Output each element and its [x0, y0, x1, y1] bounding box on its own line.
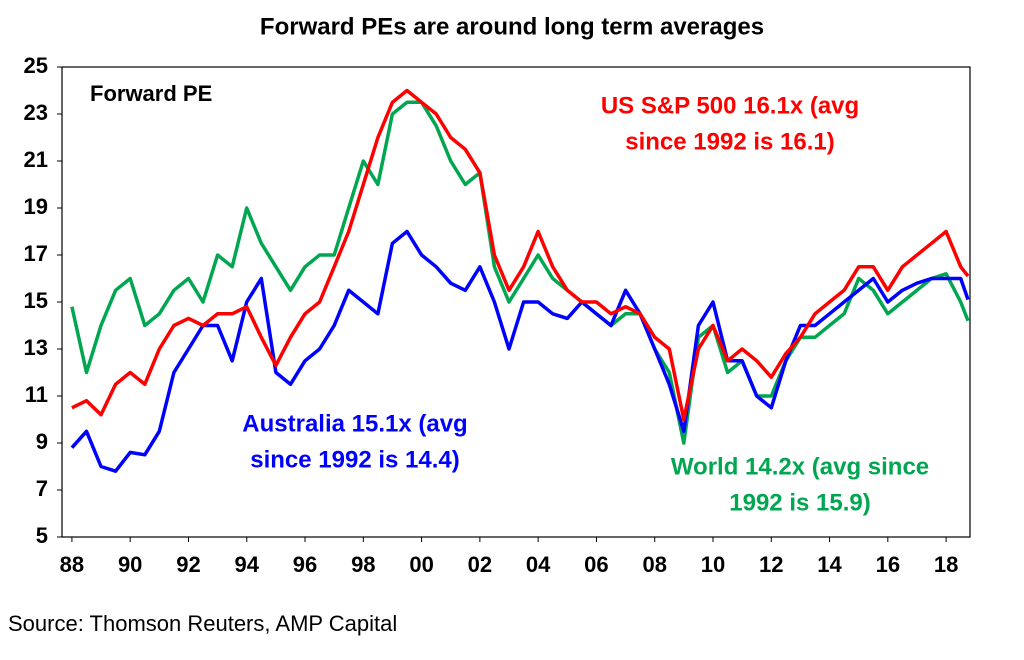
x-tick-label: 16: [876, 552, 900, 577]
y-tick-label: 7: [36, 476, 48, 501]
series-annotation: since 1992 is 14.4): [250, 446, 459, 473]
series-annotation: World 14.2x (avg since: [671, 453, 929, 480]
y-tick-label: 5: [36, 523, 48, 548]
series-line: [71, 88, 970, 422]
x-tick-label: 12: [759, 552, 783, 577]
y-tick-label: 19: [24, 194, 48, 219]
x-tick-label: 06: [584, 552, 608, 577]
x-tick-label: 92: [176, 552, 200, 577]
series-line: [70, 229, 970, 473]
x-tick-label: 10: [701, 552, 725, 577]
x-tick-label: 14: [817, 552, 842, 577]
series-annotation: 1992 is 15.9): [729, 489, 870, 516]
x-tick-label: 90: [118, 552, 142, 577]
y-tick-label: 21: [24, 147, 48, 172]
x-tick-label: 96: [293, 552, 317, 577]
series-annotation: since 1992 is 16.1): [625, 128, 834, 155]
x-tick-label: 04: [526, 552, 551, 577]
x-tick-label: 00: [409, 552, 433, 577]
x-tick-label: 08: [642, 552, 666, 577]
y-tick-label: 15: [24, 288, 48, 313]
x-tick-label: 88: [60, 552, 84, 577]
source-note: Source: Thomson Reuters, AMP Capital: [8, 611, 397, 636]
panel-label: Forward PE: [90, 81, 212, 106]
y-tick-label: 9: [36, 429, 48, 454]
y-tick-label: 13: [24, 335, 48, 360]
y-tick-label: 23: [24, 100, 48, 125]
x-tick-label: 94: [235, 552, 260, 577]
series-line: [70, 100, 970, 445]
x-tick-label: 18: [934, 552, 958, 577]
x-tick-label: 98: [351, 552, 375, 577]
y-tick-label: 25: [24, 53, 48, 78]
chart-title: Forward PEs are around long term average…: [260, 13, 764, 40]
y-tick-label: 17: [24, 241, 48, 266]
x-tick-label: 02: [468, 552, 492, 577]
series-annotation: Australia 15.1x (avg: [242, 410, 467, 437]
series-annotation: US S&P 500 16.1x (avg: [601, 92, 859, 119]
y-tick-label: 11: [25, 382, 48, 407]
